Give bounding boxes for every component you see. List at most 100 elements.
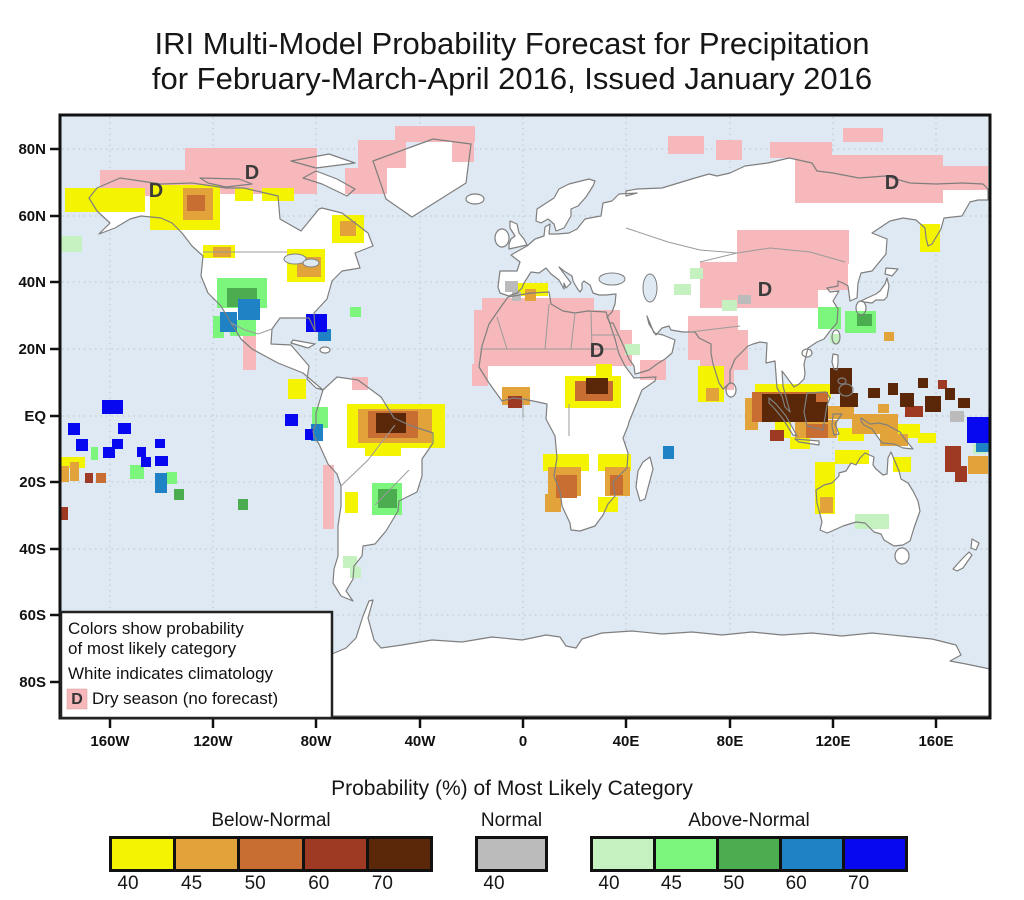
coastline — [894, 547, 910, 565]
x-axis-label: 40E — [613, 733, 640, 750]
coastline — [815, 451, 921, 547]
coastline — [199, 177, 253, 188]
forecast-cell — [103, 447, 115, 458]
coastline — [855, 300, 867, 316]
page-title: IRI Multi-Model Probability Forecast for… — [0, 26, 1024, 96]
world-map-svg: D D D D D 80N 60N 40N 20N EQ 20S 40S 60S 80S 160W 120W… — [18, 113, 992, 750]
colorbar — [109, 836, 433, 872]
forecast-cell — [112, 439, 123, 449]
forecast-cell — [925, 396, 941, 412]
coastline — [59, 599, 991, 717]
forecast-cell — [166, 472, 177, 484]
forecast-cell — [770, 430, 784, 441]
axes: 80N 60N 40N 20N EQ 20S 40S 60S 80S 160W 120W 80W 40W… — [18, 141, 953, 750]
forecast-cell — [350, 307, 361, 317]
country-borders — [203, 227, 846, 506]
forecast-cell — [688, 316, 738, 360]
forecast-cell — [85, 473, 93, 483]
forecast-cell — [722, 300, 737, 311]
x-axis-label: 0 — [519, 733, 527, 750]
forecast-cell — [76, 439, 88, 451]
forecast-cell — [118, 423, 131, 434]
forecast-map: D D D D D 80N 60N 40N 20N EQ 20S 40S 60S 80S 160W 120W… — [18, 113, 992, 750]
coastline — [494, 228, 510, 248]
forecast-cell — [800, 402, 828, 422]
forecast-cell — [716, 140, 742, 160]
colorbar-group-label: Below-Normal — [211, 810, 331, 831]
colorbar-swatch — [173, 839, 238, 869]
x-axis-label: 80W — [301, 733, 333, 750]
forecast-cell — [818, 307, 841, 329]
forecast-cell — [343, 556, 357, 568]
forecast-cell — [505, 281, 518, 292]
forecast-cell — [323, 465, 334, 529]
dry-season-text: Dry season (no forecast) — [92, 689, 278, 708]
forecast-cell — [732, 330, 748, 370]
forecast-cell — [610, 475, 623, 495]
forecast-cell — [700, 262, 818, 308]
title-line-2: for February-March-April 2016, Issued Ja… — [151, 61, 873, 97]
info-line-2: of most likely category — [68, 639, 237, 658]
forecast-cell — [830, 368, 852, 394]
forecast-cell — [305, 429, 313, 440]
forecast-cell — [968, 456, 988, 474]
colorbar-tick-label: 40 — [598, 873, 620, 894]
forecast-cell — [70, 462, 79, 481]
colorbar-tick-label: 40 — [483, 873, 505, 894]
forecast-cell — [835, 450, 869, 464]
x-axis-label: 120E — [815, 733, 850, 750]
forecast-cell — [663, 446, 674, 459]
forecast-cell — [955, 466, 967, 482]
y-axis-label: 20N — [18, 341, 46, 358]
forecast-cell — [596, 364, 612, 378]
y-axis-label: EQ — [24, 408, 46, 425]
forecast-cell — [855, 514, 889, 529]
colorbar-swatch — [653, 839, 716, 869]
colorbar-group-label: Above-Normal — [688, 810, 810, 831]
forecast-cell — [285, 414, 298, 426]
forecast-cell — [830, 334, 840, 343]
caspian-sea — [642, 273, 658, 303]
forecast-cell — [690, 268, 703, 279]
coastline — [635, 456, 654, 502]
forecast-cell — [345, 492, 358, 513]
dry-season-labels: D D D D D — [149, 162, 899, 362]
forecast-cell — [472, 364, 488, 386]
coastline — [372, 138, 472, 218]
colorbar-swatch — [237, 839, 302, 869]
great-lakes-west — [283, 253, 307, 265]
forecast-cell — [262, 188, 294, 201]
colorbar-tick-label: 50 — [244, 873, 266, 894]
coastline — [290, 153, 356, 169]
forecast-cell — [868, 388, 880, 398]
colorbar — [590, 836, 908, 872]
forecast-cell — [235, 188, 253, 201]
y-axis-label: 80N — [18, 141, 46, 158]
forecast-cell — [843, 128, 883, 142]
forecast-cell — [238, 299, 260, 320]
coastline — [831, 353, 839, 371]
forecast-cell — [288, 379, 306, 399]
colorbar-group-label: Normal — [480, 810, 543, 831]
coastline — [952, 551, 973, 572]
forecast-cell — [474, 310, 620, 366]
colorbar-swatch — [478, 839, 545, 869]
forecast-cell — [238, 499, 248, 510]
y-axis-label: 40N — [18, 274, 46, 291]
y-axis-label: 40S — [19, 541, 46, 558]
colorbar-swatch — [112, 839, 174, 869]
great-lakes-east — [302, 258, 320, 268]
map-info-box: Colors show probability of most likely c… — [59, 610, 334, 720]
forecast-cell — [640, 360, 666, 380]
x-axis-label: 120W — [193, 733, 233, 750]
forecast-cell — [795, 155, 943, 203]
forecast-cell — [68, 423, 80, 435]
forecast-cell — [820, 497, 833, 513]
forecast-cell — [482, 298, 594, 312]
coastline — [535, 178, 596, 232]
forecast-cell — [378, 489, 397, 508]
coastline — [465, 193, 485, 205]
title-line-1: IRI Multi-Model Probability Forecast for… — [154, 26, 870, 61]
coastline — [290, 339, 316, 349]
y-axis-label: 80S — [19, 674, 46, 691]
